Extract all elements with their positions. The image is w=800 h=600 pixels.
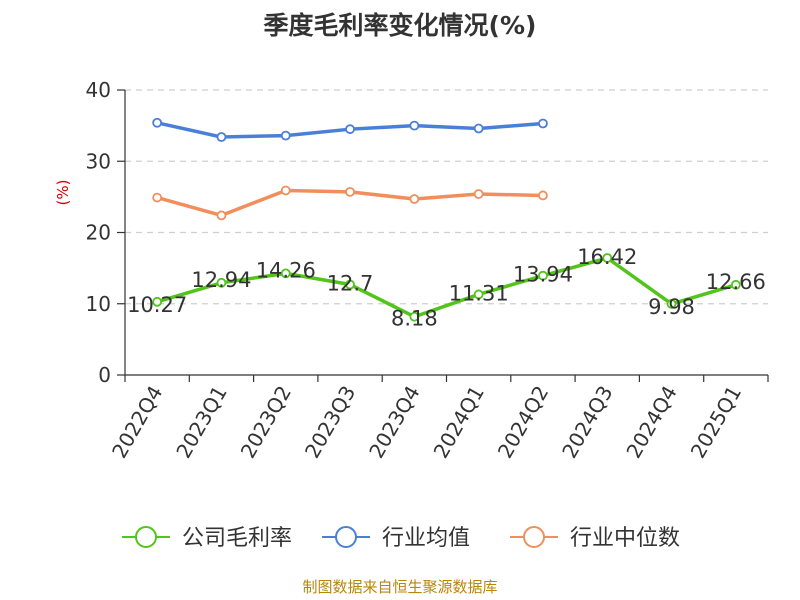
data-point — [409, 311, 420, 322]
x-tick-label: 2023Q3 — [300, 382, 360, 463]
data-label: 12.7 — [327, 272, 374, 296]
data-label: 10.27 — [127, 293, 187, 317]
data-point — [152, 117, 163, 128]
x-tick-label: 2024Q2 — [493, 382, 553, 463]
data-point — [216, 210, 227, 221]
data-point — [280, 185, 291, 196]
y-tick-label: 10 — [86, 292, 111, 316]
data-point — [152, 296, 163, 307]
y-tick-label: 30 — [86, 149, 111, 173]
x-tick-label: 2025Q1 — [686, 382, 746, 463]
data-point — [409, 194, 420, 204]
data-point — [345, 186, 355, 197]
data-point — [730, 279, 741, 290]
data-point — [216, 277, 227, 288]
series-line — [155, 256, 738, 319]
x-tick-label: 2023Q4 — [364, 382, 424, 463]
legend-marker — [135, 526, 157, 548]
x-tick-label: 2023Q1 — [171, 382, 231, 463]
data-point — [538, 118, 548, 129]
legend-marker — [335, 526, 357, 548]
data-label: 14.26 — [256, 258, 316, 282]
source-note: 制图数据来自恒生聚源数据库 — [302, 578, 497, 596]
data-label: 12.66 — [706, 270, 766, 294]
data-point — [280, 130, 291, 141]
data-point — [345, 279, 355, 290]
series-layer — [152, 117, 741, 322]
data-point — [473, 289, 484, 300]
legend-label: 行业均值 — [382, 526, 470, 551]
legend: 公司毛利率 行业均值 行业中位数 — [122, 526, 680, 551]
y-tick-label: 0 — [98, 363, 111, 387]
data-point — [409, 120, 420, 131]
legend-label: 行业中位数 — [570, 526, 680, 551]
data-point — [538, 270, 548, 281]
data-point — [473, 189, 484, 199]
y-axis-label: (%) — [54, 180, 72, 206]
data-point — [216, 132, 227, 142]
data-label: 8.18 — [391, 307, 438, 331]
x-tick-label: 2024Q3 — [557, 382, 617, 463]
data-label: 13.94 — [513, 263, 573, 287]
chart-title: 季度毛利率变化情况(%) — [264, 11, 537, 40]
legend-marker — [523, 526, 545, 548]
data-point — [345, 124, 355, 135]
data-label: 12.94 — [191, 268, 251, 292]
y-tick-label: 40 — [86, 78, 111, 102]
x-tick-label: 2023Q2 — [236, 382, 296, 463]
legend-label: 公司毛利率 — [182, 526, 292, 551]
data-point — [666, 298, 677, 309]
x-tick-label: 2024Q4 — [621, 382, 681, 463]
data-label: 9.98 — [648, 295, 695, 319]
data-point — [473, 123, 484, 134]
x-tick-label: 2024Q1 — [429, 382, 489, 463]
data-point — [152, 192, 163, 203]
data-label: 11.31 — [449, 281, 509, 305]
data-point — [602, 253, 613, 263]
data-point — [280, 268, 291, 279]
y-tick-label: 20 — [86, 221, 111, 245]
data-point — [538, 190, 548, 201]
data-label: 16.42 — [577, 245, 637, 269]
x-tick-label: 2022Q4 — [107, 382, 167, 463]
